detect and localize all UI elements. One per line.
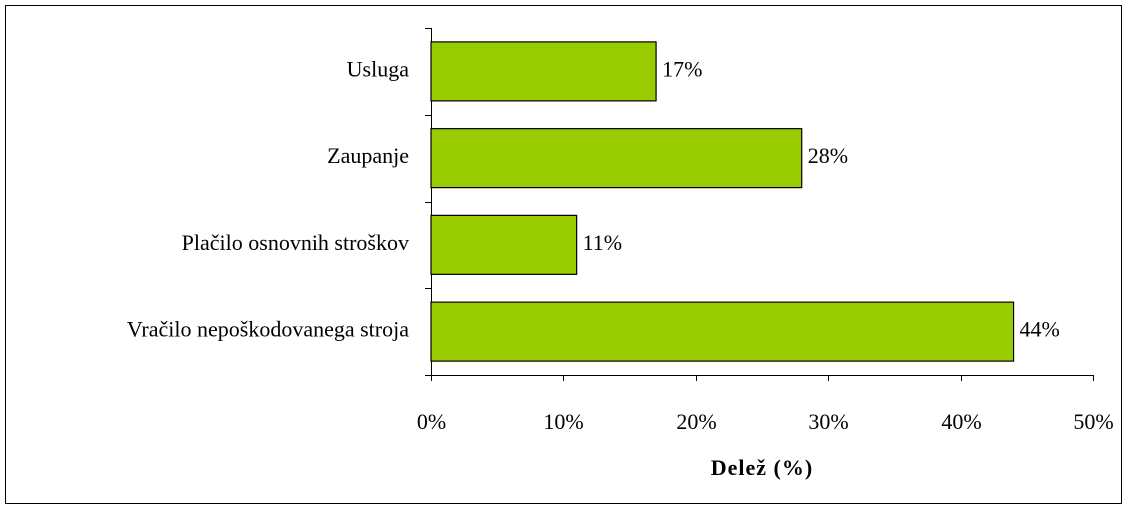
y-tick-label: Usluga: [347, 56, 410, 81]
y-tick-label: Zaupanje: [327, 143, 409, 168]
x-tick-label: 40%: [941, 409, 981, 434]
x-tick-label: 0%: [417, 409, 446, 434]
bar: [430, 214, 578, 275]
x-tick-label: 50%: [1073, 409, 1113, 434]
data-label: 44%: [1020, 317, 1060, 342]
data-label: 17%: [662, 56, 702, 81]
data-label: 28%: [808, 143, 848, 168]
x-tick-label: 20%: [676, 409, 716, 434]
bar: [430, 41, 657, 102]
data-label: 11%: [583, 230, 623, 255]
bar: [430, 301, 1015, 362]
x-axis-label: Delež (%): [711, 455, 813, 480]
y-tick-label: Plačilo osnovnih stroškov: [182, 230, 409, 255]
x-tick-label: 30%: [808, 409, 848, 434]
bar: [430, 128, 803, 189]
y-tick-label: Vračilo nepoškodovanega stroja: [127, 317, 409, 342]
x-tick-label: 10%: [543, 409, 583, 434]
